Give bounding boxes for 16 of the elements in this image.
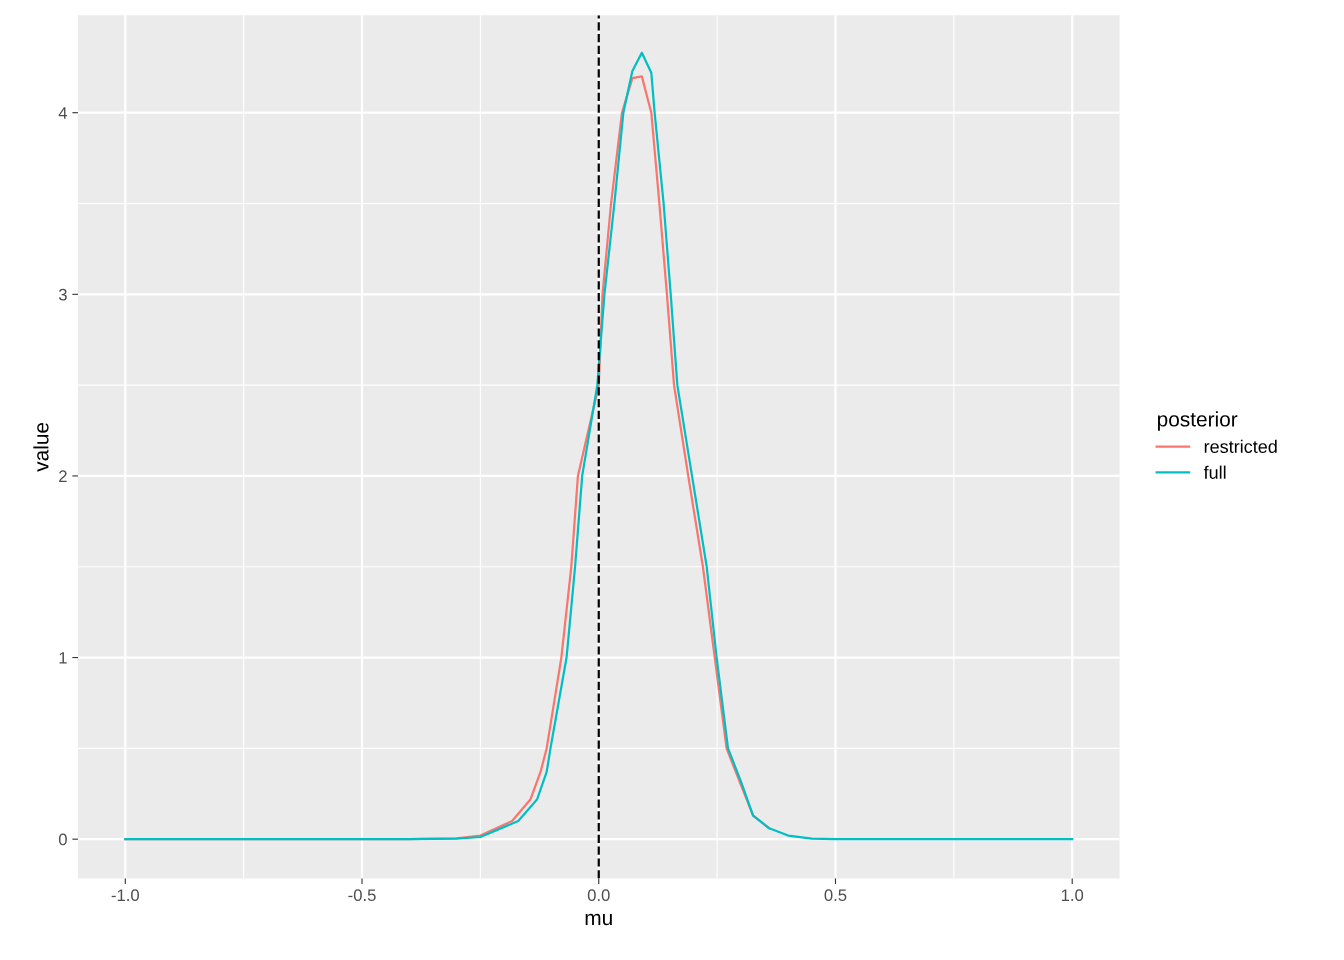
legend-title: posterior [1157,411,1238,431]
line-series [124,51,1074,841]
y-tick-label: 0 [58,833,67,846]
y-tick-label: 2 [59,470,67,482]
y-tick-label: 3 [58,288,67,301]
y-tick-label: 1 [59,652,67,664]
x-tick-label: -0.5 [348,889,376,902]
legend-label: restricted [1204,439,1277,454]
legend-label: full [1203,465,1226,479]
x-tick-label: -1.0 [111,889,140,902]
x-axis-title: mu [585,913,612,926]
x-tick-label: 0.5 [824,889,847,902]
y-tick-label: 4 [58,107,68,119]
x-tick-label: 1.0 [1061,889,1084,902]
x-tick-label: 0.0 [587,889,610,902]
y-axis-title: value [33,422,49,472]
